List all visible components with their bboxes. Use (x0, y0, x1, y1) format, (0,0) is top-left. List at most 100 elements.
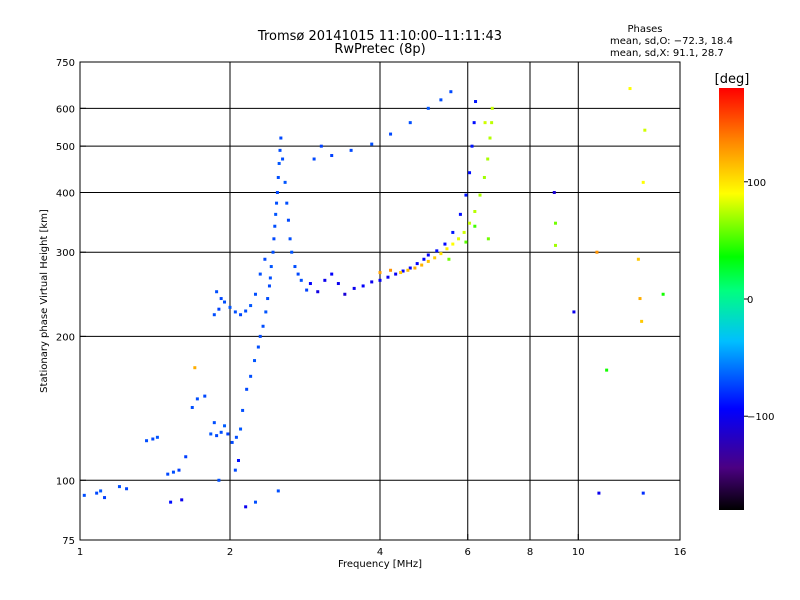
data-point (276, 175, 280, 179)
data-point (209, 432, 213, 436)
data-point (628, 87, 632, 91)
data-point (349, 148, 353, 152)
data-point (277, 161, 281, 165)
data-point (482, 175, 486, 179)
colorbar (719, 88, 744, 510)
data-point (464, 193, 468, 197)
y-axis-label: Stationary phase Virtual Height [km] (39, 209, 50, 393)
data-point (638, 297, 642, 301)
data-point (82, 493, 86, 497)
data-point (190, 405, 194, 409)
data-point (272, 237, 276, 241)
data-point (236, 458, 240, 462)
data-point (285, 201, 289, 205)
data-point (275, 190, 279, 194)
y-tick-label: 500 (56, 142, 75, 153)
data-points (82, 87, 665, 509)
data-point (435, 249, 439, 253)
data-point (486, 157, 490, 161)
data-point (595, 250, 599, 254)
data-point (330, 272, 334, 276)
stats-heading: Phases (627, 24, 662, 35)
data-point (166, 472, 170, 476)
data-point (319, 144, 323, 148)
data-point (457, 237, 461, 241)
data-point (266, 297, 270, 301)
colorbar-ticks: 100 0 −100 (744, 178, 774, 423)
data-point (215, 434, 219, 438)
data-point (95, 491, 99, 495)
data-point (451, 242, 455, 246)
data-point (258, 272, 262, 276)
data-point (486, 237, 490, 241)
data-point (386, 275, 390, 279)
data-point (223, 424, 227, 428)
y-tick-label: 300 (56, 248, 75, 259)
data-point (370, 142, 374, 146)
data-point (490, 106, 494, 110)
data-point (275, 201, 279, 205)
data-point (263, 257, 267, 261)
data-point (180, 498, 184, 502)
data-point (212, 313, 216, 317)
data-point (269, 265, 273, 269)
y-tick-label: 600 (56, 104, 75, 115)
data-point (273, 224, 277, 228)
data-point (406, 268, 410, 272)
data-point (553, 221, 557, 225)
data-point (288, 237, 292, 241)
data-point (233, 310, 237, 314)
data-point (389, 132, 393, 136)
data-point (415, 262, 419, 266)
x-tick-label: 16 (674, 547, 687, 558)
x-tick-label: 8 (527, 547, 533, 558)
y-tick-label: 750 (56, 58, 75, 69)
data-point (171, 470, 175, 474)
data-point (215, 290, 219, 294)
data-point (230, 440, 234, 444)
data-point (643, 128, 647, 132)
data-point (449, 90, 453, 94)
gridlines (80, 62, 680, 540)
data-point (401, 269, 405, 273)
data-point (278, 148, 282, 152)
data-point (458, 212, 462, 216)
data-point (478, 193, 482, 197)
x-axis-label: Frequency [MHz] (338, 559, 422, 570)
data-point (330, 154, 334, 158)
y-tick-label: 100 (56, 476, 75, 487)
data-point (145, 439, 149, 443)
data-point (641, 491, 645, 495)
x-tick-label: 2 (227, 547, 233, 558)
data-point (256, 345, 260, 349)
data-point (177, 468, 181, 472)
data-point (228, 305, 232, 309)
data-point (472, 121, 476, 125)
data-point (290, 250, 294, 254)
data-point (226, 432, 230, 436)
data-point (378, 271, 382, 275)
data-point (468, 171, 472, 175)
data-point (641, 180, 645, 184)
data-point (195, 397, 199, 401)
chart-title: Tromsø 20141015 11:10:00–11:11:43 (257, 29, 502, 44)
data-point (413, 266, 417, 270)
data-point (184, 455, 188, 459)
data-point (422, 257, 426, 261)
data-point (271, 250, 275, 254)
data-point (336, 282, 340, 286)
data-point (219, 297, 223, 301)
data-point (394, 272, 398, 276)
data-point (474, 100, 478, 104)
data-point (445, 247, 449, 251)
data-point (151, 437, 155, 441)
x-tick-label: 10 (572, 547, 585, 558)
y-tick-label: 400 (56, 188, 75, 199)
data-point (552, 190, 556, 194)
data-point (464, 240, 468, 244)
data-point (241, 408, 245, 412)
data-point (245, 387, 249, 391)
data-point (217, 307, 221, 311)
data-point (408, 121, 412, 125)
